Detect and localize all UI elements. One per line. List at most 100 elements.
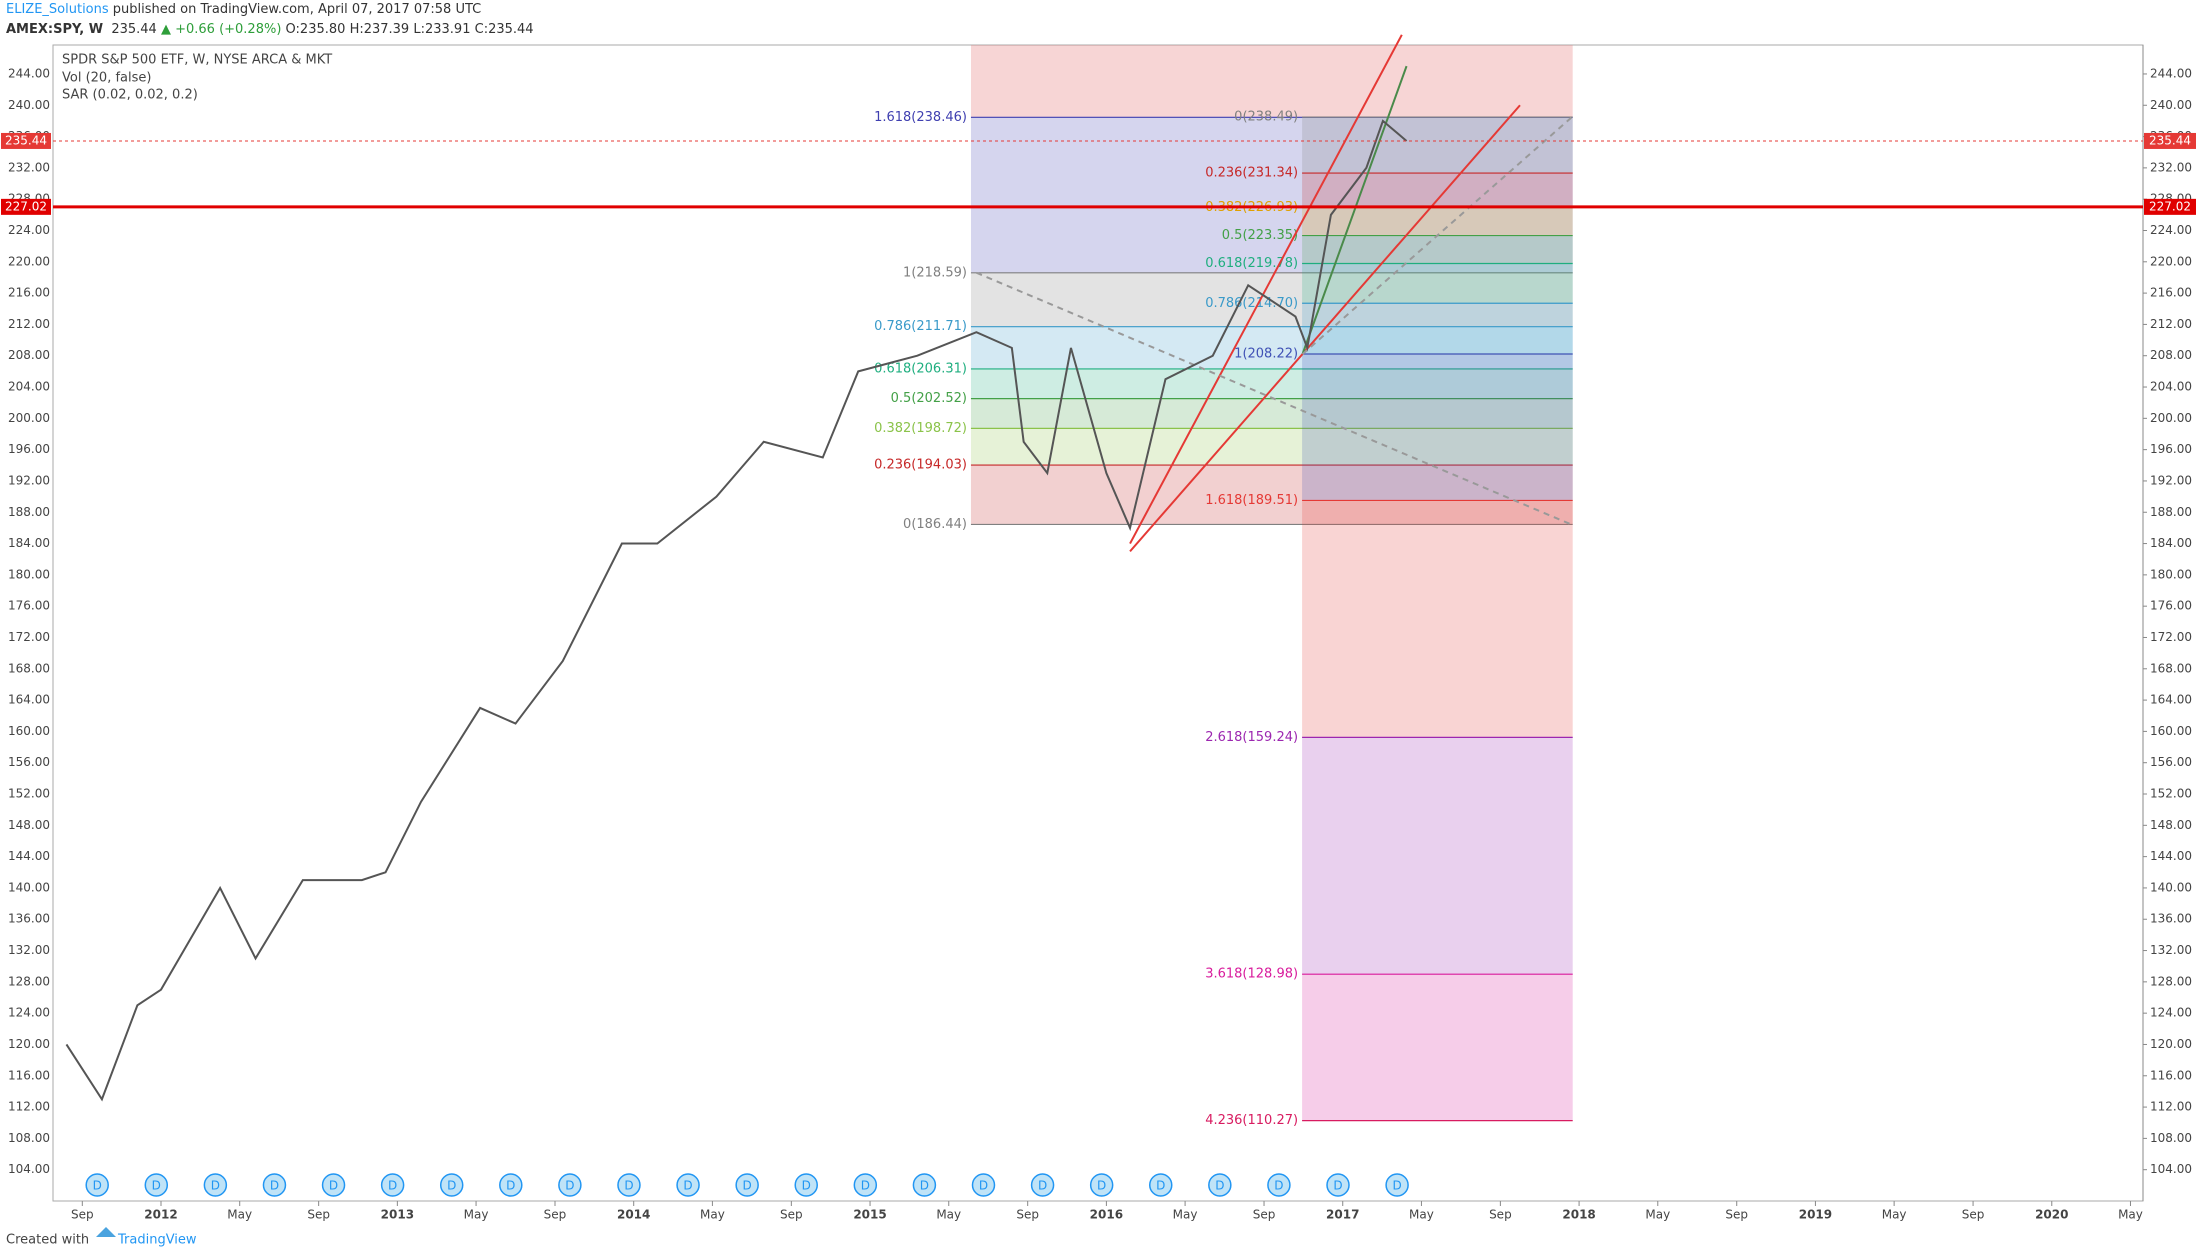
price-badge (1, 132, 51, 149)
y-tick-label: 212.00 (2150, 317, 2192, 331)
dividend-label: D (152, 1179, 161, 1193)
fib-band (970, 465, 1573, 525)
x-tick-label: May (700, 1208, 725, 1222)
dividend-marker (144, 1173, 169, 1197)
y-tick-label: 120.00 (2150, 1037, 2192, 1051)
y-tick-label: 172.00 (8, 630, 50, 644)
x-tick-label: Sep (780, 1208, 803, 1222)
dividend-marker (558, 1173, 582, 1197)
fib-band (1302, 500, 1573, 738)
y-tick-label: 164.00 (2150, 693, 2192, 707)
trendline (1129, 34, 1403, 545)
fib-label: 4.236(110.27) (1205, 1113, 1298, 1128)
fib-label: 0.5(202.52) (891, 391, 967, 406)
brand-logo (96, 1227, 116, 1237)
dividend-marker (1030, 1173, 1055, 1197)
y-tick-label: 216.00 (8, 286, 50, 300)
ohlc-low: L:233.91 (413, 22, 471, 37)
x-tick-label: May (227, 1208, 252, 1222)
y-tick-label: 180.00 (2150, 567, 2192, 581)
dividend-marker (1148, 1173, 1173, 1197)
price-badge-label: 227.02 (2149, 199, 2191, 213)
y-tick-label: 220.00 (2150, 254, 2192, 268)
y-tick-label: 240.00 (2150, 98, 2192, 112)
dividend-label: D (211, 1179, 220, 1193)
price-badge-label: 235.44 (2149, 133, 2191, 147)
dividend-marker (676, 1173, 700, 1197)
symbol-line: AMEX:SPY, W 235.44 ▲ +0.66 (+0.28%) O:23… (6, 22, 534, 37)
y-tick-label: 152.00 (8, 787, 50, 801)
fib-label: 0.382(198.72) (874, 421, 967, 436)
x-tick-label: Sep (1016, 1208, 1039, 1222)
dividend-marker (853, 1173, 878, 1197)
y-tick-label: 124.00 (2150, 1006, 2192, 1020)
y-tick-label: 176.00 (2150, 599, 2192, 613)
indicator: Vol (20, false) (62, 71, 151, 86)
x-tick-label: 2012 (144, 1208, 177, 1222)
fib-band (970, 368, 1573, 399)
dividend-label: D (920, 1179, 929, 1193)
fib-label: 0(238.49) (1234, 110, 1298, 125)
y-tick-label: 156.00 (2150, 755, 2192, 769)
dividend-label: D (270, 1179, 279, 1193)
fib-band (1302, 974, 1573, 1121)
dividend-label: D (1038, 1179, 1047, 1193)
y-tick-label: 128.00 (2150, 974, 2192, 988)
y-tick-label: 148.00 (8, 818, 50, 832)
price-badge (2144, 198, 2196, 215)
dividend-label: D (979, 1179, 988, 1193)
fib-band (1302, 207, 1573, 236)
y-tick-label: 224.00 (2150, 223, 2192, 237)
header-line: ELIZE_Solutions published on TradingView… (6, 2, 481, 17)
y-tick-label: 228.00 (8, 192, 50, 206)
change: ▲ +0.66 (+0.28%) (160, 22, 282, 37)
dividend-label: D (93, 1179, 102, 1193)
x-tick-label: 2014 (617, 1208, 650, 1222)
y-tick-label: 188.00 (2150, 505, 2192, 519)
author[interactable]: ELIZE_Solutions (6, 2, 109, 17)
y-tick-label: 112.00 (2150, 1100, 2192, 1114)
footer-brand[interactable]: TradingView (117, 1233, 197, 1248)
price-badge-label: 235.44 (5, 133, 47, 147)
fib-label: 0.236(194.03) (874, 458, 967, 473)
y-tick-label: 196.00 (8, 442, 50, 456)
dividend-label: D (1215, 1179, 1224, 1193)
y-tick-label: 240.00 (8, 98, 50, 112)
price-badge-label: 227.02 (5, 199, 47, 213)
fib-label: 0(186.44) (903, 517, 967, 532)
trendline (1129, 104, 1521, 553)
x-tick-label: May (1173, 1208, 1198, 1222)
y-tick-label: 116.00 (8, 1068, 50, 1082)
y-tick-label: 224.00 (8, 223, 50, 237)
y-tick-label: 156.00 (8, 755, 50, 769)
dividend-marker (794, 1173, 818, 1197)
x-tick-label: May (1882, 1208, 1907, 1222)
x-tick-label: 2013 (381, 1208, 414, 1222)
fib-band (1302, 737, 1573, 975)
y-tick-label: 232.00 (8, 160, 50, 174)
y-tick-label: 112.00 (8, 1100, 50, 1114)
last: 235.44 (111, 22, 157, 37)
fib-band (1302, 353, 1573, 501)
x-tick-label: May (464, 1208, 489, 1222)
y-tick-label: 200.00 (2150, 411, 2192, 425)
fib-label: 0.5(223.35) (1222, 228, 1298, 243)
x-tick-label: May (1645, 1208, 1670, 1222)
fib-label: 1(208.22) (1234, 346, 1298, 361)
dividend-label: D (1097, 1179, 1106, 1193)
y-tick-label: 176.00 (8, 599, 50, 613)
dividend-marker (617, 1173, 641, 1197)
dividend-marker (321, 1173, 346, 1197)
dividend-marker (971, 1173, 996, 1197)
ohlc-close: C:235.44 (474, 22, 534, 37)
y-tick-label: 164.00 (8, 693, 50, 707)
y-tick-label: 228.00 (2150, 192, 2192, 206)
dividend-marker (1208, 1173, 1232, 1197)
dividend-label: D (861, 1179, 870, 1193)
trendline (1301, 116, 1573, 355)
x-tick-label: May (2118, 1208, 2143, 1222)
dividend-label: D (683, 1179, 692, 1193)
dividend-marker (499, 1173, 523, 1197)
